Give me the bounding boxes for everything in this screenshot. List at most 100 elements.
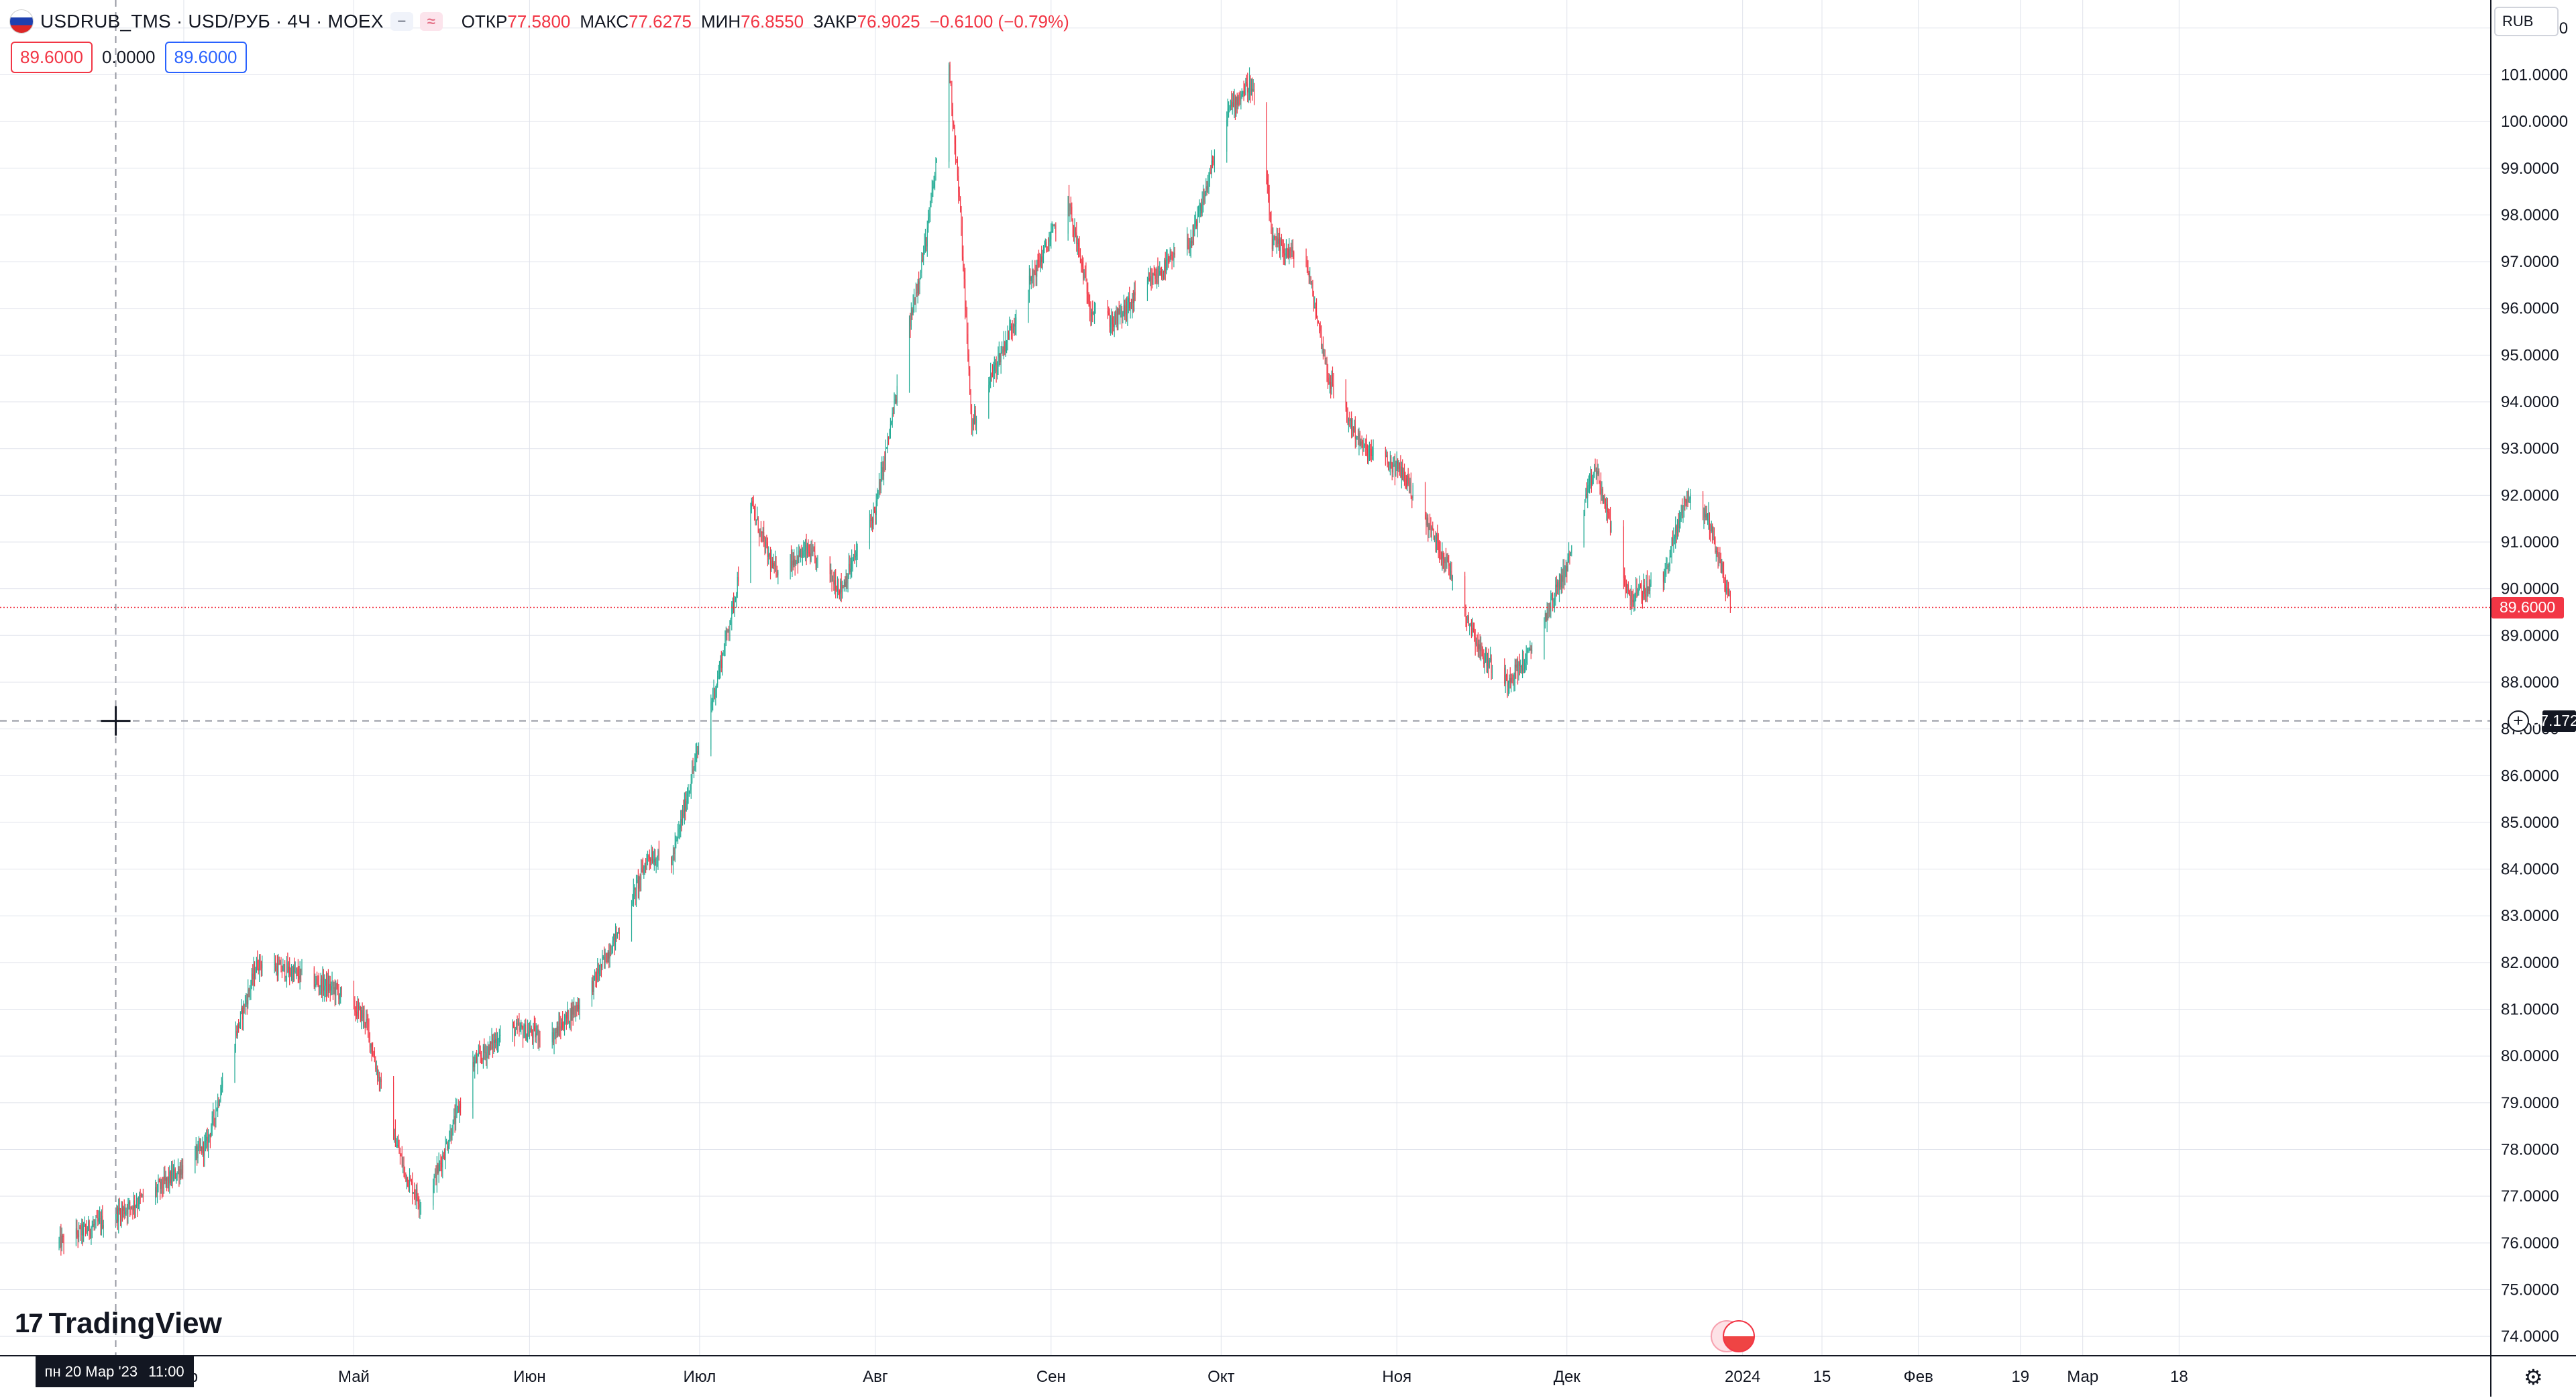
candle (362, 1006, 364, 1029)
currency-button[interactable]: RUB (2494, 7, 2559, 36)
candle (319, 985, 321, 995)
candle (89, 1228, 91, 1239)
flag-icon (9, 9, 34, 34)
candle (1405, 475, 1407, 490)
candle (1126, 297, 1128, 322)
candle (953, 120, 955, 129)
price-axis[interactable]: 74.0000 75.0000 76.0000 77.0000 78.0000 79.00… (2490, 0, 2576, 1355)
candle (1557, 579, 1558, 595)
candle (280, 957, 282, 973)
candle (796, 547, 798, 565)
candle (206, 1129, 207, 1149)
candle (496, 1032, 498, 1053)
candle (1670, 545, 1672, 558)
candle (1519, 653, 1520, 676)
candle (1129, 286, 1130, 311)
candle (1087, 282, 1089, 305)
candle (174, 1167, 176, 1179)
candle (971, 404, 973, 435)
axis-corner (2490, 1355, 2576, 1397)
candle (753, 495, 754, 510)
candle (729, 620, 731, 641)
candle (1635, 576, 1637, 602)
candle (1008, 330, 1010, 340)
candle (686, 787, 688, 810)
candle (239, 1022, 240, 1029)
candle (604, 949, 606, 969)
symbol-title[interactable]: USDRUB_TMS · USD/РУБ · 4Ч · MOEX (40, 11, 384, 32)
candle (490, 1041, 492, 1051)
candle (1166, 249, 1167, 275)
candle (990, 362, 991, 388)
price-tick-label: 75.0000 (2501, 1281, 2559, 1299)
candle (215, 1100, 217, 1128)
eye-icon[interactable]: − (390, 12, 413, 31)
candle (1397, 458, 1399, 478)
candle (1040, 254, 1041, 272)
candle (1483, 649, 1485, 668)
ask-button[interactable]: 89.6000 (164, 42, 247, 73)
candle (58, 1236, 60, 1250)
candlestick-chart[interactable] (0, 0, 2490, 1355)
events-icon[interactable] (1711, 1320, 1755, 1352)
candle (1324, 349, 1326, 365)
candle (519, 1022, 521, 1032)
chart-pane[interactable] (0, 0, 2490, 1355)
candle (924, 233, 925, 255)
tradingview-logo[interactable]: 17 TradingView (15, 1307, 222, 1340)
candle (1678, 510, 1680, 533)
settings-gear-icon[interactable]: ⚙ (2524, 1365, 2543, 1389)
candle (1370, 443, 1371, 461)
candle (1350, 418, 1351, 429)
candle (1513, 672, 1515, 692)
candle (1643, 573, 1644, 600)
candle (750, 502, 751, 584)
bid-button[interactable]: 89.6000 (11, 42, 93, 73)
price-tick-label: 74.0000 (2501, 1328, 2559, 1346)
candle (326, 971, 327, 1002)
price-tick-label: 96.0000 (2501, 300, 2559, 318)
candle (133, 1192, 134, 1215)
candle (1266, 102, 1267, 184)
candle (119, 1197, 120, 1215)
candle (1092, 301, 1093, 323)
candle (1362, 439, 1364, 456)
time-axis[interactable]: АпрМайИюнИюлАвгСенОктНояДек202415Фев19Ма… (0, 1355, 2490, 1397)
candle (252, 964, 254, 986)
crosshair-plus-icon[interactable]: + (2508, 710, 2529, 732)
candle (841, 580, 843, 599)
candle (1196, 219, 1197, 229)
candle (405, 1172, 407, 1183)
candle (1010, 319, 1011, 331)
candle (413, 1182, 415, 1200)
candle (1093, 301, 1095, 324)
high-value: 77.6275 (629, 11, 692, 32)
candle (802, 547, 804, 566)
candle (672, 845, 674, 875)
candle (611, 945, 612, 955)
candle (594, 969, 596, 981)
price-tick-label: 93.0000 (2501, 440, 2559, 458)
candle (562, 1011, 564, 1030)
candle (222, 1072, 223, 1093)
candle (651, 847, 653, 864)
candle (1322, 336, 1324, 360)
candle (1570, 551, 1571, 557)
compare-icon[interactable]: ≈ (419, 12, 443, 31)
candle (1729, 590, 1731, 613)
candle (1444, 557, 1446, 573)
candle (572, 1002, 574, 1026)
candle (1472, 622, 1474, 633)
candle (1240, 91, 1242, 110)
time-tick-label: Май (338, 1368, 370, 1386)
candle (877, 490, 879, 500)
candle (648, 854, 649, 862)
time-tick-label: Сен (1036, 1368, 1066, 1386)
candle (1012, 323, 1014, 333)
candle (1228, 101, 1230, 118)
candle (1587, 478, 1589, 508)
candle (715, 686, 716, 706)
time-tick-label: Июн (513, 1368, 546, 1386)
candle (631, 900, 633, 942)
candle (761, 531, 763, 543)
